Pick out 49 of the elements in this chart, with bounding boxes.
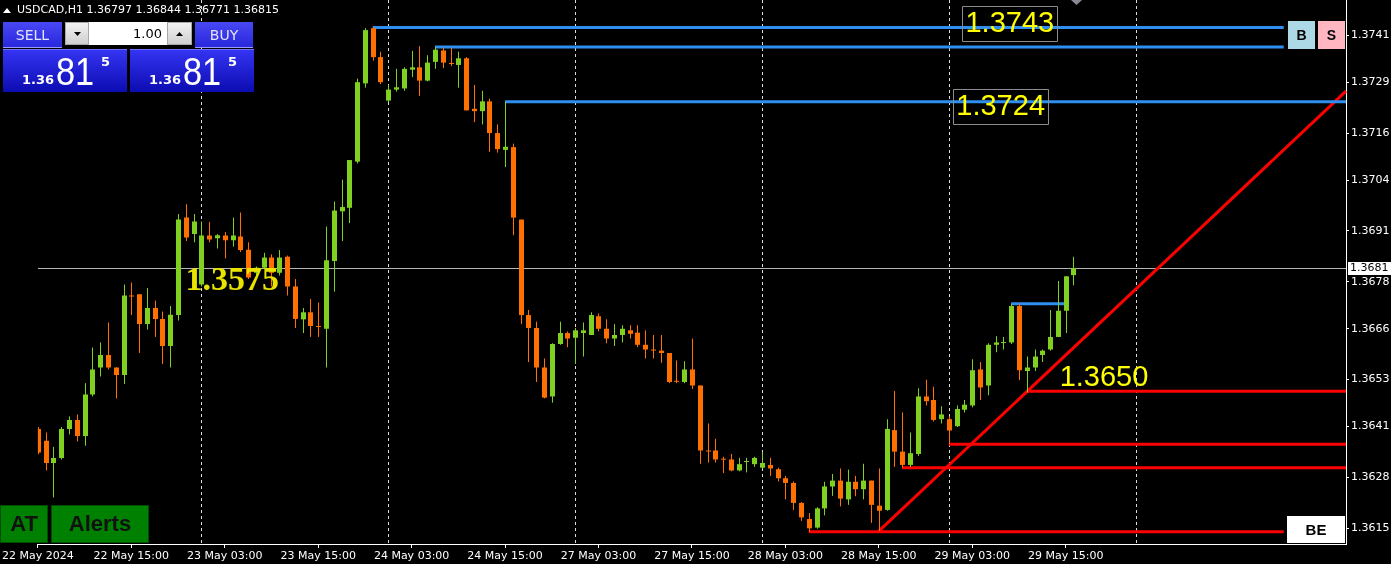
y-tick-label: 1.3641 [1351,419,1390,433]
x-tick-label: 23 May 03:00 [187,549,263,563]
at-button: AT [0,505,48,543]
annotation: S [1326,27,1337,43]
annotation: 1.00 [133,26,162,41]
annotation: BUY [209,26,239,43]
y-tick-label: 1.3666 [1351,321,1390,335]
annotation: 1.3650 [1059,360,1149,393]
annotation: BE [1305,521,1327,538]
y-tick-label: 1.3653 [1351,372,1390,386]
annotation: Alerts [68,511,132,537]
x-tick-label: 27 May 15:00 [654,549,730,563]
y-tick-label: 1.3615 [1351,521,1390,535]
x-tick-label: 29 May 15:00 [1027,549,1104,563]
buy-button: BUY [195,22,253,48]
x-tick-label: 22 May 15:00 [93,549,170,563]
b-button: B [1288,21,1315,49]
y-tick-label: 1.3716 [1351,125,1390,139]
s-button: S [1318,21,1345,49]
y-tick-label: 1.3691 [1351,223,1390,237]
annotation: 81 [183,50,222,93]
annotation: 1.36 [149,72,182,87]
x-tick-label: 23 May 15:00 [280,549,356,563]
x-tick-label: 22 May 2024 [2,549,74,563]
x-tick-label: 24 May 03:00 [373,549,450,563]
x-tick-label: 24 May 15:00 [467,549,543,563]
lot-size-field: 1.00 [89,22,167,45]
annotation: SELL [15,26,50,43]
alerts-button: Alerts [51,505,149,543]
annotation: 5 [228,54,238,69]
y-tick-label: 1.3678 [1351,274,1390,288]
y-tick-label: 1.3628 [1351,470,1390,484]
chart-title: USDCAD,H1 1.36797 1.36844 1.36771 1.36815 [17,2,279,16]
annotation: 81 [56,50,95,93]
annotation: 1.3575 [185,259,279,297]
y-tick-label: 1.3729 [1351,75,1390,89]
x-tick-label: 27 May 03:00 [560,549,637,563]
y-tick-label: 1.3704 [1351,172,1390,186]
annotation: B [1296,27,1307,43]
annotation: 5 [101,54,111,69]
be-button: BE [1287,516,1345,543]
sell-button: SELL [3,22,62,48]
x-tick-label: 28 May 03:00 [747,549,824,563]
annotation: 1.36 [22,72,55,87]
ref-line-label: 1.3681 [1350,261,1389,275]
y-tick-label: 1.3741 [1351,28,1390,42]
x-tick-label: 29 May 03:00 [934,549,1010,563]
annotation: AT [10,511,38,537]
x-tick-label: 28 May 15:00 [841,549,917,563]
